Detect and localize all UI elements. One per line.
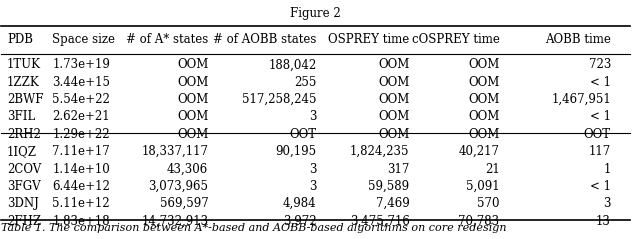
Text: 13: 13 [596,215,611,228]
Text: 3: 3 [309,110,317,124]
Text: 723: 723 [589,58,611,71]
Text: 3,972: 3,972 [283,215,317,228]
Text: 5.54e+22: 5.54e+22 [52,93,110,106]
Text: OOM: OOM [177,128,208,141]
Text: 7,469: 7,469 [376,197,410,210]
Text: 6.44e+12: 6.44e+12 [52,180,110,193]
Text: 3: 3 [309,180,317,193]
Text: 517,258,245: 517,258,245 [242,93,317,106]
Text: 3: 3 [309,163,317,175]
Text: OOM: OOM [177,58,208,71]
Text: 70,783: 70,783 [458,215,500,228]
Text: 1.14e+10: 1.14e+10 [52,163,110,175]
Text: OOT: OOT [584,128,611,141]
Text: OOM: OOM [468,58,500,71]
Text: 2COV: 2COV [7,163,41,175]
Text: OOM: OOM [468,76,500,89]
Text: OOT: OOT [289,128,317,141]
Text: 1TUK: 1TUK [7,58,41,71]
Text: 7.11e+17: 7.11e+17 [52,145,110,158]
Text: OOM: OOM [177,76,208,89]
Text: 4,984: 4,984 [283,197,317,210]
Text: 569,597: 569,597 [159,197,208,210]
Text: 1,467,951: 1,467,951 [551,93,611,106]
Text: 1.29e+22: 1.29e+22 [52,128,110,141]
Text: 2BWF: 2BWF [7,93,44,106]
Text: 1ZZK: 1ZZK [7,76,40,89]
Text: OOM: OOM [177,110,208,124]
Text: 1: 1 [604,163,611,175]
Text: 117: 117 [589,145,611,158]
Text: 14,732,913: 14,732,913 [141,215,208,228]
Text: < 1: < 1 [590,180,611,193]
Text: 5.11e+12: 5.11e+12 [52,197,110,210]
Text: 2.62e+21: 2.62e+21 [52,110,110,124]
Text: # of A* states: # of A* states [126,33,208,46]
Text: 5,091: 5,091 [466,180,500,193]
Text: cOSPREY time: cOSPREY time [412,33,500,46]
Text: OSPREY time: OSPREY time [328,33,410,46]
Text: 570: 570 [477,197,500,210]
Text: # of AOBB states: # of AOBB states [213,33,317,46]
Text: 3,073,965: 3,073,965 [148,180,208,193]
Text: 18,337,117: 18,337,117 [141,145,208,158]
Text: OOM: OOM [378,110,410,124]
Text: 1,824,235: 1,824,235 [350,145,410,158]
Text: 21: 21 [485,163,500,175]
Text: OOM: OOM [177,93,208,106]
Text: 3: 3 [604,197,611,210]
Text: 40,217: 40,217 [459,145,500,158]
Text: 188,042: 188,042 [268,58,317,71]
Text: OOM: OOM [378,93,410,106]
Text: 1.83e+18: 1.83e+18 [52,215,110,228]
Text: OOM: OOM [378,58,410,71]
Text: PDB: PDB [7,33,33,46]
Text: 1IQZ: 1IQZ [7,145,37,158]
Text: OOM: OOM [468,128,500,141]
Text: 3DNJ: 3DNJ [7,197,39,210]
Text: Figure 2: Figure 2 [290,7,340,20]
Text: 255: 255 [294,76,317,89]
Text: OOM: OOM [468,110,500,124]
Text: < 1: < 1 [590,76,611,89]
Text: 2RH2: 2RH2 [7,128,41,141]
Text: 1.73e+19: 1.73e+19 [52,58,110,71]
Text: Space size: Space size [52,33,115,46]
Text: 2FHZ: 2FHZ [7,215,41,228]
Text: 3.44e+15: 3.44e+15 [52,76,110,89]
Text: 317: 317 [387,163,410,175]
Text: OOM: OOM [378,128,410,141]
Text: < 1: < 1 [590,110,611,124]
Text: 3FGV: 3FGV [7,180,40,193]
Text: OOM: OOM [378,76,410,89]
Text: Table 1. The comparison between A*-based and AOBB-based algorithms on core redes: Table 1. The comparison between A*-based… [1,223,506,233]
Text: 3,475,716: 3,475,716 [349,215,410,228]
Text: AOBB time: AOBB time [545,33,611,46]
Text: 3FIL: 3FIL [7,110,35,124]
Text: 59,589: 59,589 [369,180,410,193]
Text: OOM: OOM [468,93,500,106]
Text: 90,195: 90,195 [275,145,317,158]
Text: 43,306: 43,306 [167,163,208,175]
